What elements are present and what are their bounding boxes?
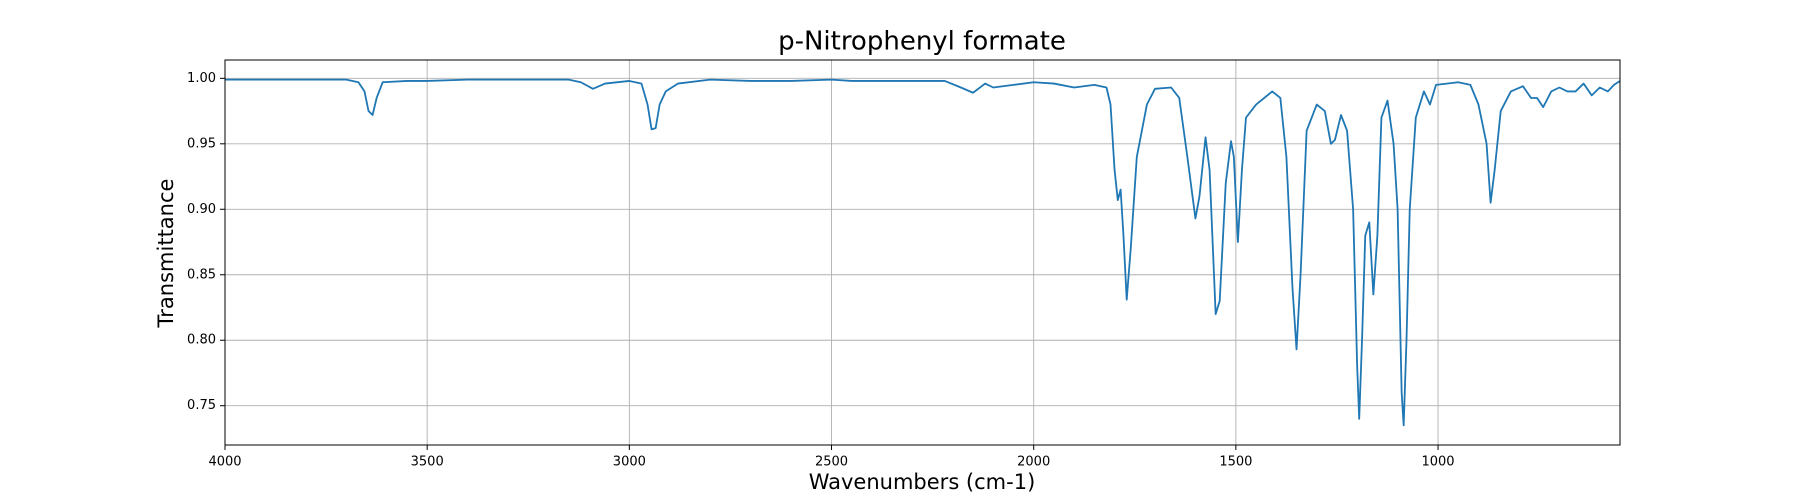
y-tick-label: 0.75 (187, 398, 216, 413)
x-tick-label: 1500 (1219, 455, 1252, 470)
spectrum-line (225, 78, 1621, 427)
chart-title: p-Nitrophenyl formate (778, 27, 1066, 57)
x-tick-label: 2000 (1017, 455, 1050, 470)
y-tick-label: 0.80 (187, 333, 216, 348)
x-tick-label: 2500 (815, 455, 848, 470)
x-tick-label: 1000 (1421, 455, 1454, 470)
y-tick-label: 0.95 (187, 136, 216, 151)
x-tick-label: 3500 (411, 455, 444, 470)
x-tick-label: 4000 (208, 455, 241, 470)
plot-frame (224, 59, 1621, 446)
y-tick-label: 0.85 (187, 267, 216, 282)
x-tick-label: 3000 (613, 455, 646, 470)
y-tick-label: 0.90 (187, 202, 216, 217)
y-axis-label: Transmittance (154, 179, 178, 329)
y-tick-label: 1.00 (187, 71, 216, 86)
x-axis-label: Wavenumbers (cm-1) (809, 470, 1036, 494)
